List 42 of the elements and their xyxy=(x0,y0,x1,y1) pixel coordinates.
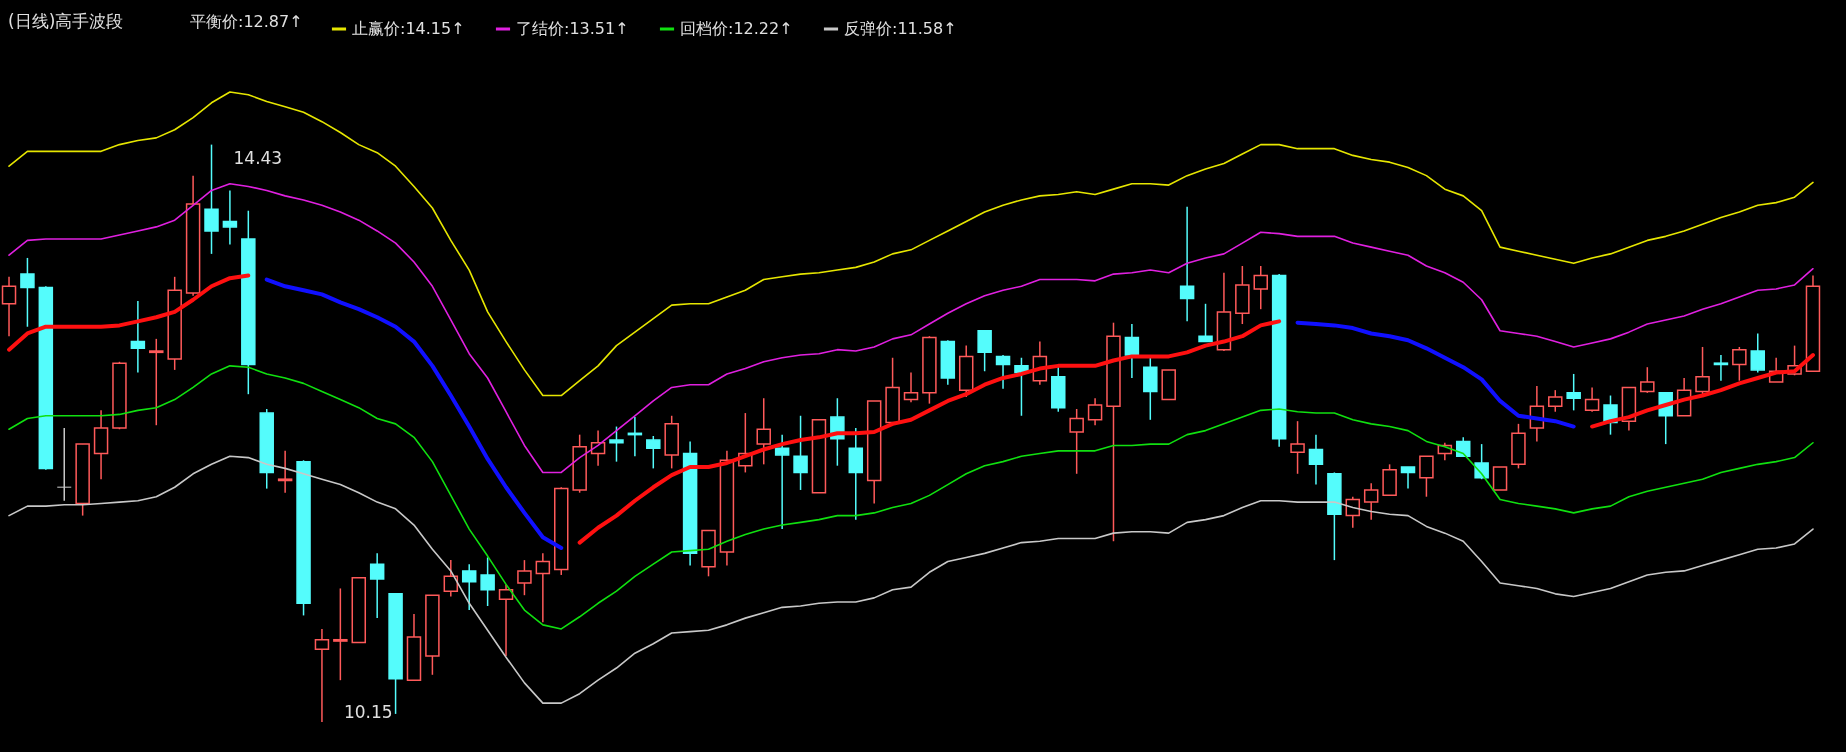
legend-label: 止赢价:14.15↑ xyxy=(352,19,465,38)
candlestick xyxy=(498,583,514,657)
candlestick xyxy=(1400,466,1416,490)
candlestick xyxy=(480,556,495,607)
candlestick xyxy=(222,189,238,246)
candlestick xyxy=(461,563,477,611)
candlestick xyxy=(1290,420,1305,475)
candlestick xyxy=(333,587,348,681)
annotation: 14.43 xyxy=(233,147,283,168)
text: 平衡价:12.87↑ xyxy=(190,12,303,31)
candlestick xyxy=(149,338,164,426)
legend-label: 反弹价:11.58↑ xyxy=(844,19,957,38)
candlestick xyxy=(517,559,532,596)
candlestick xyxy=(1253,265,1268,310)
candlestick xyxy=(130,300,146,374)
candlestick xyxy=(204,143,219,255)
candlestick xyxy=(1419,455,1434,498)
candlestick xyxy=(977,330,992,372)
legend-label: 回档价:12.22↑ xyxy=(680,19,793,38)
candlestick xyxy=(756,397,771,466)
candlestick xyxy=(1179,205,1195,323)
candlestick xyxy=(995,354,1011,390)
candlestick xyxy=(369,552,385,619)
candlestick xyxy=(1198,303,1213,343)
candlestick xyxy=(1124,323,1140,379)
candlestick xyxy=(1069,408,1084,475)
candlestick xyxy=(1087,397,1103,426)
candlestick xyxy=(1492,466,1508,491)
candlestick xyxy=(609,425,624,463)
candlestick xyxy=(1308,433,1324,486)
legend-label: 了结价:13.51↑ xyxy=(516,19,629,38)
annotation: 10.15 xyxy=(343,702,393,722)
candlestick xyxy=(903,371,919,404)
candlestick xyxy=(646,435,661,470)
candlestick xyxy=(793,415,808,491)
candlestick xyxy=(535,552,551,623)
candlestick xyxy=(20,257,35,328)
candlestick xyxy=(774,433,790,530)
candlestick xyxy=(314,628,330,723)
candlestick xyxy=(1363,482,1379,521)
candlestick xyxy=(277,450,293,494)
chart-title: (日线)高手波段 xyxy=(8,11,124,31)
